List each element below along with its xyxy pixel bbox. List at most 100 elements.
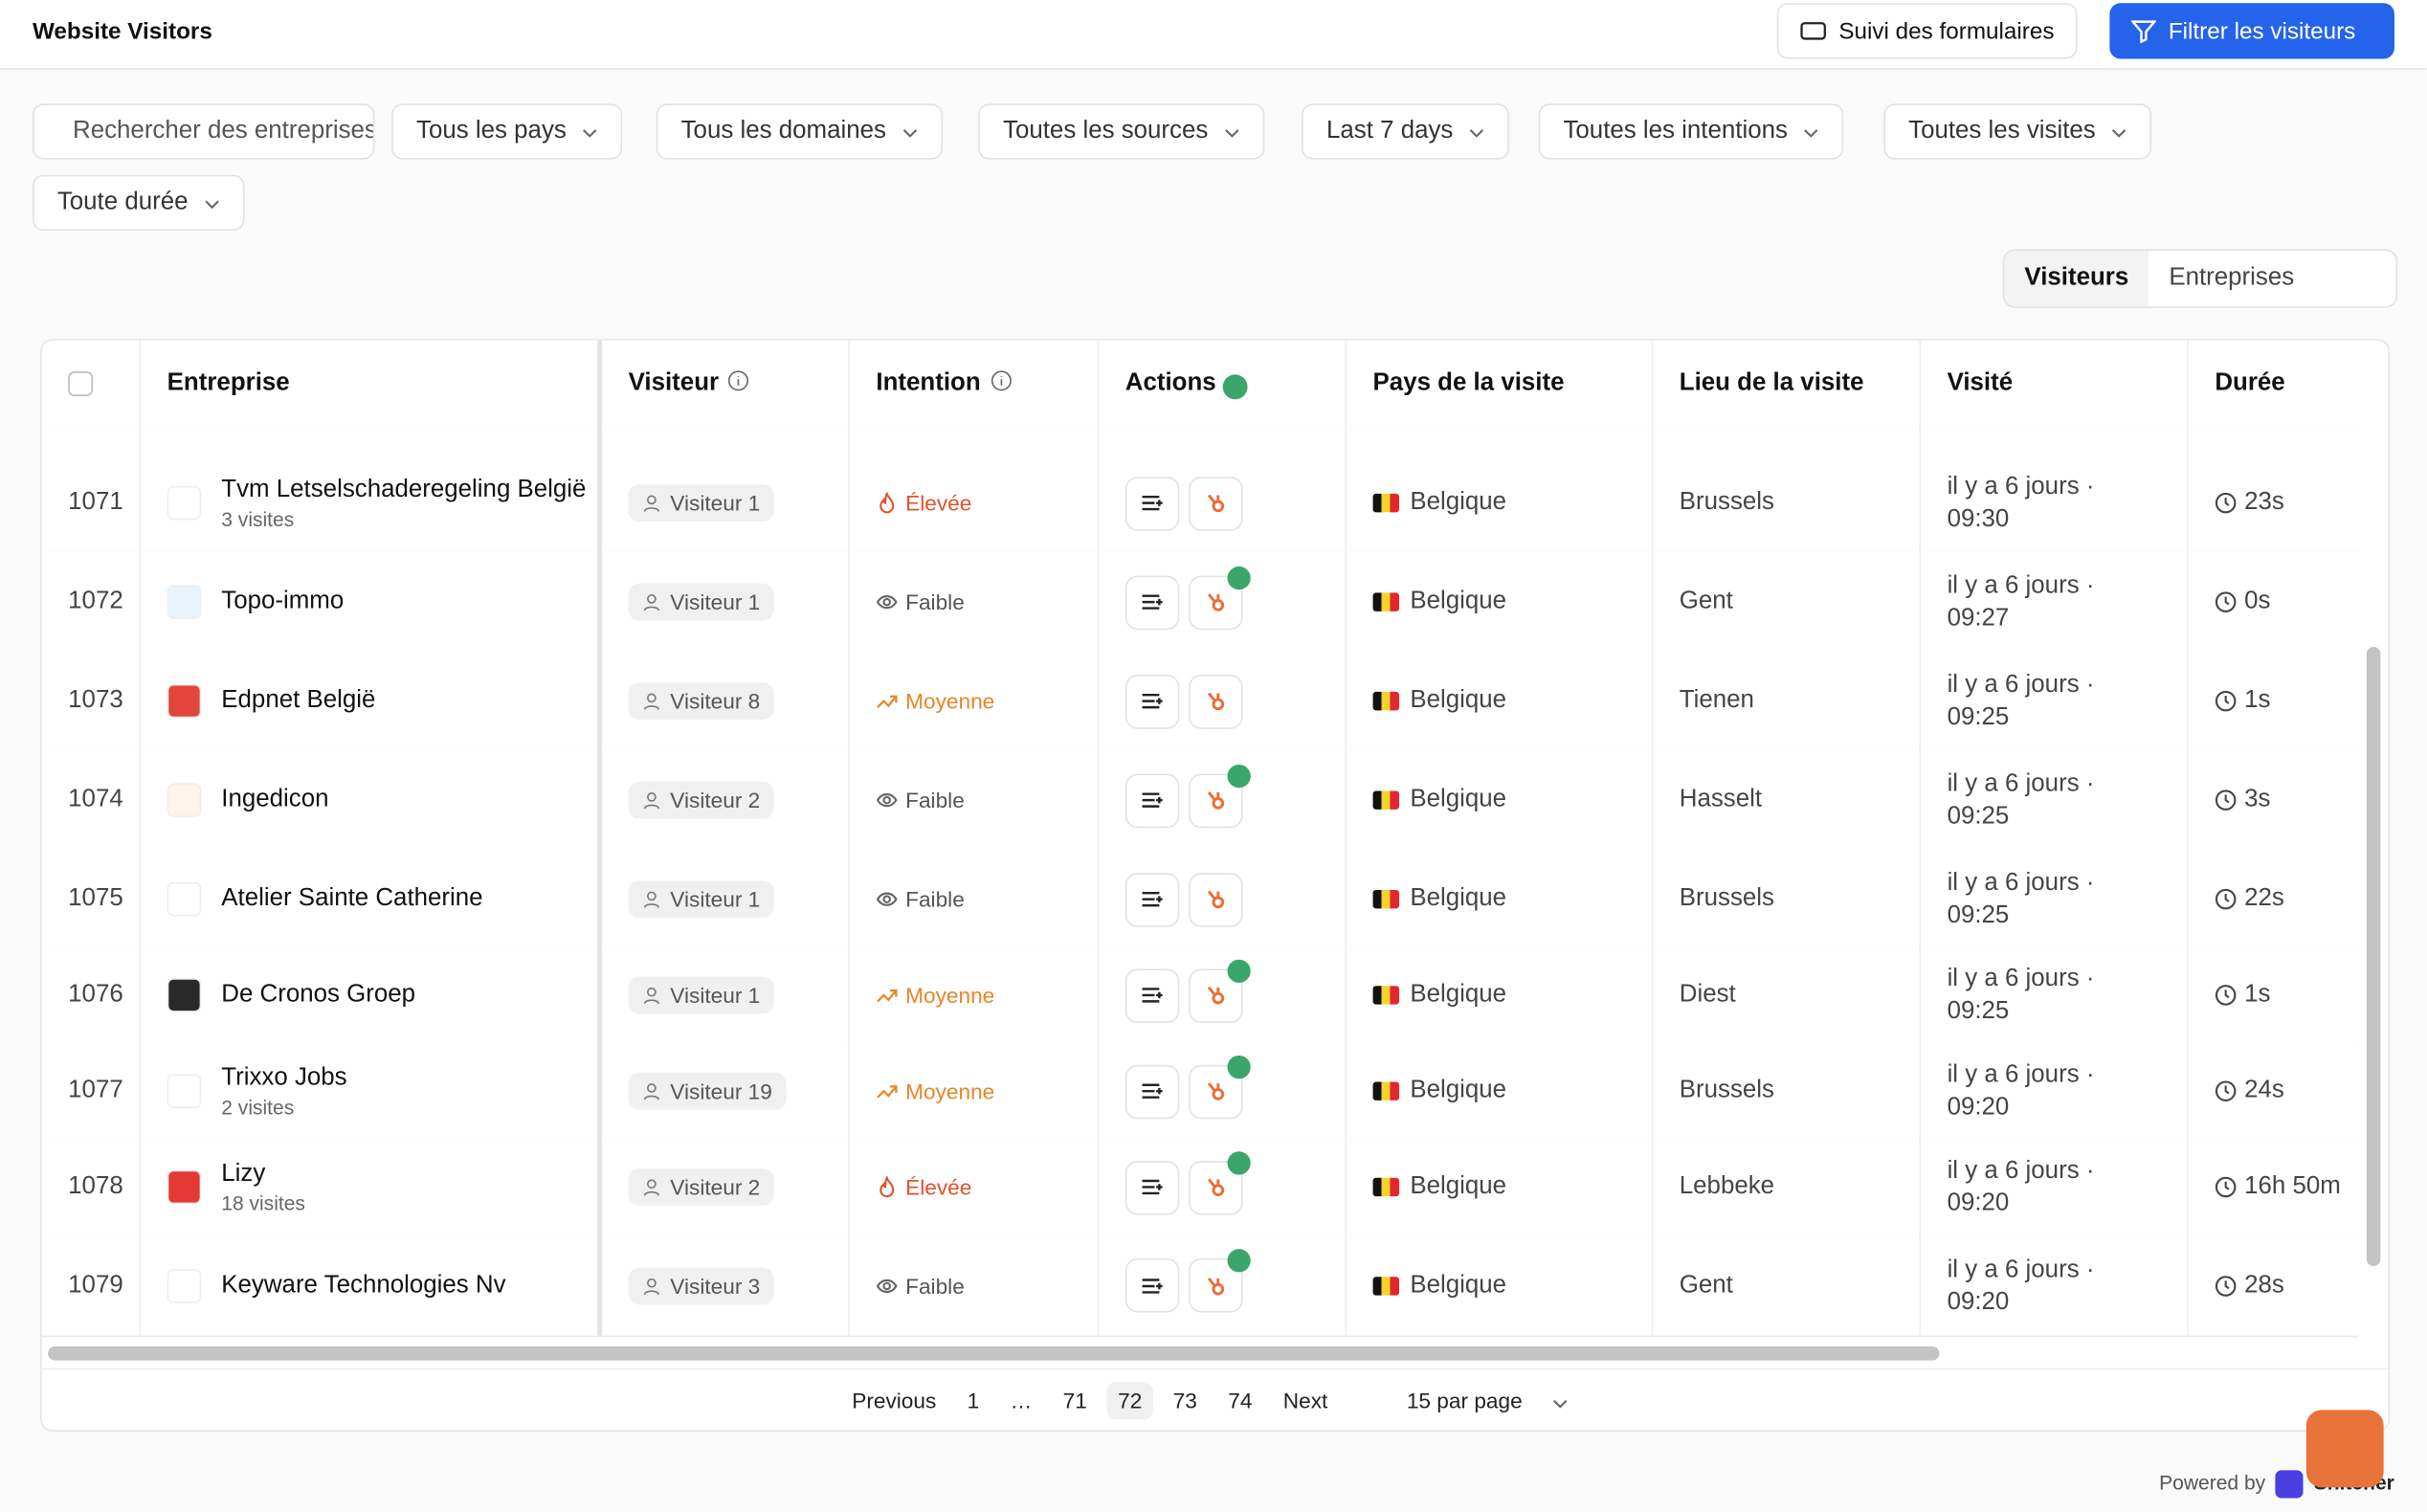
view-toggle: Visiteurs Entreprises	[2002, 249, 2398, 308]
company-name: Lizy	[221, 1160, 266, 1187]
forms-button[interactable]: Suivi des formulaires	[1776, 3, 2078, 59]
visitor-pill[interactable]: Visiteur 1	[628, 583, 774, 621]
hubspot-action[interactable]	[1189, 674, 1243, 728]
visitor-pill[interactable]: Visiteur 19	[628, 1072, 787, 1110]
intention-cell: Élevée	[848, 455, 1097, 551]
companies-tab[interactable]: Entreprises	[2149, 251, 2314, 306]
row-id: 1072	[68, 588, 123, 615]
hubspot-action[interactable]	[1189, 1249, 1251, 1313]
column-header: Actions	[1097, 340, 1346, 428]
city: Gent	[1651, 1234, 1920, 1336]
sequence-action[interactable]	[1124, 1160, 1180, 1214]
sequence-action[interactable]	[1124, 772, 1180, 828]
clock-icon	[2215, 789, 2237, 812]
sequence-action[interactable]	[1124, 476, 1180, 530]
table-row[interactable]: 1073 Edpnet België Visiteur 8 Moyenne Belgiq…	[41, 653, 2359, 751]
table-row[interactable]: 1078 Lizy 18 visites Visiteur 2 Élevée Belgiq…	[41, 1139, 2359, 1237]
table-row[interactable]: 1075 Atelier Sainte Catherine Visiteur 1 Fa…	[41, 851, 2359, 949]
hubspot-action[interactable]	[1189, 566, 1251, 630]
page-number[interactable]: 1	[967, 1388, 980, 1413]
page-number[interactable]: 71	[1062, 1388, 1087, 1413]
company-name: Topo-immo	[221, 588, 345, 615]
company-cell: Topo-immo	[139, 550, 598, 654]
previous-page[interactable]: Previous	[852, 1388, 937, 1413]
sequence-action[interactable]	[1124, 574, 1180, 630]
filter-dropdown[interactable]: Toute durée	[32, 174, 244, 231]
page-number[interactable]: 73	[1172, 1388, 1197, 1413]
intention-cell: Faible	[848, 550, 1097, 654]
page-number[interactable]: …	[1010, 1388, 1033, 1413]
company-info: Atelier Sainte Catherine	[221, 885, 482, 913]
country-cell: Belgique	[1345, 1139, 1651, 1235]
pagination: Previous 1 … 71 72 73 74 Next 15 par page	[41, 1367, 2389, 1431]
filter-dropdown[interactable]: Toutes les intentions	[1538, 103, 1844, 160]
page-number[interactable]: 74	[1228, 1388, 1253, 1413]
filter-dropdown[interactable]: Tous les domaines	[656, 103, 943, 160]
page-title: Website Visitors	[32, 18, 212, 45]
city: Brussels	[1651, 851, 1920, 947]
company-name: Tvm Letselschaderegeling België	[221, 476, 587, 502]
row-id: 1074	[68, 786, 123, 813]
table-row[interactable]: 1079 Keyware Technologies Nv Visiteur 3 Fai…	[41, 1234, 2359, 1338]
sequence-action[interactable]	[1124, 967, 1180, 1023]
visitor-cell: Visiteur 2	[597, 1139, 848, 1235]
hubspot-action[interactable]	[1189, 764, 1251, 828]
intention-label: Élevée	[905, 1174, 972, 1200]
visitor-pill[interactable]: Visiteur 8	[628, 682, 774, 721]
filter-dropdown[interactable]: Toutes les visites	[1883, 103, 2151, 160]
company-logo	[167, 1074, 202, 1108]
visitor-pill[interactable]: Visiteur 1	[628, 976, 774, 1014]
chevron	[1224, 118, 1239, 145]
filter-dropdown[interactable]: Toutes les sources	[978, 103, 1264, 160]
chevron	[1469, 118, 1484, 145]
table-row[interactable]: 1076 De Cronos Groep Visiteur 1 Moyenne Belg…	[41, 946, 2359, 1045]
sequence-action[interactable]	[1124, 872, 1180, 926]
select-all[interactable]	[42, 341, 140, 428]
flag	[1372, 1177, 1400, 1197]
table-row[interactable]: 1074 Ingedicon Visiteur 2 Faible Belgique Has…	[41, 748, 2359, 854]
row-id: 1076	[68, 981, 123, 1008]
visitor-label: Visiteur 1	[670, 982, 761, 1008]
filter-label: Tous les pays	[416, 117, 567, 145]
filter-dropdown[interactable]: Tous les pays	[391, 103, 623, 160]
visitor-pill[interactable]: Visiteur 2	[628, 781, 774, 819]
hubspot-action[interactable]	[1189, 1055, 1251, 1119]
table-row[interactable]: 1072 Topo-immo Visiteur 1 Faible Belgique Gen…	[41, 550, 2359, 656]
visitors-tab[interactable]: Visiteurs	[2004, 251, 2149, 307]
sequence-action[interactable]	[1124, 1257, 1180, 1313]
duration-cell: 0s	[2187, 550, 2357, 654]
hubspot-action[interactable]	[1189, 958, 1251, 1023]
intention-icon	[876, 591, 898, 613]
sequence-action[interactable]	[1124, 674, 1180, 728]
visitor-label: Visiteur 8	[670, 688, 761, 714]
per-page[interactable]: 15 par page	[1385, 1376, 1589, 1426]
visitor-pill[interactable]: Visiteur 3	[628, 1266, 774, 1304]
page-number[interactable]: 72	[1106, 1382, 1153, 1420]
country: Belgique	[1410, 489, 1507, 516]
column-title: Lieu de la visite	[1679, 369, 1864, 397]
sequence-action[interactable]	[1124, 1063, 1180, 1119]
company-name: Atelier Sainte Catherine	[221, 885, 483, 912]
hubspot-action[interactable]	[1189, 476, 1243, 530]
hubspot-action[interactable]	[1189, 1150, 1251, 1214]
h-scrollbar[interactable]	[48, 1346, 1940, 1361]
table-row[interactable]: 1071 Tvm Letselschaderegeling België 3 vis…	[41, 455, 2359, 553]
info-icon	[981, 369, 1012, 399]
v-scrollbar[interactable]	[2366, 647, 2381, 1266]
clock-icon	[2215, 492, 2237, 514]
flag	[1372, 592, 1400, 611]
filter-button[interactable]: Filtrer les visiteurs	[2109, 3, 2394, 59]
company-logo	[167, 585, 202, 619]
hubspot-action[interactable]	[1189, 872, 1243, 926]
visitor-label: Visiteur 19	[670, 1078, 772, 1104]
city: Hasselt	[1651, 748, 1920, 852]
chat-avatar[interactable]	[2305, 1410, 2384, 1488]
next-page[interactable]: Next	[1282, 1388, 1328, 1413]
visitor-pill[interactable]: Visiteur 2	[628, 1168, 774, 1206]
filter-dropdown[interactable]: Last 7 days	[1302, 103, 1509, 160]
visitor-pill[interactable]: Visiteur 1	[628, 484, 774, 523]
visitor-pill[interactable]: Visiteur 1	[628, 880, 774, 919]
table-row[interactable]: 1077 Trixxo Jobs 2 visites Visiteur 19 Moyen…	[41, 1043, 2359, 1141]
city: Brussels	[1651, 455, 1920, 551]
search-box[interactable]: Rechercher des entreprises	[32, 103, 375, 160]
